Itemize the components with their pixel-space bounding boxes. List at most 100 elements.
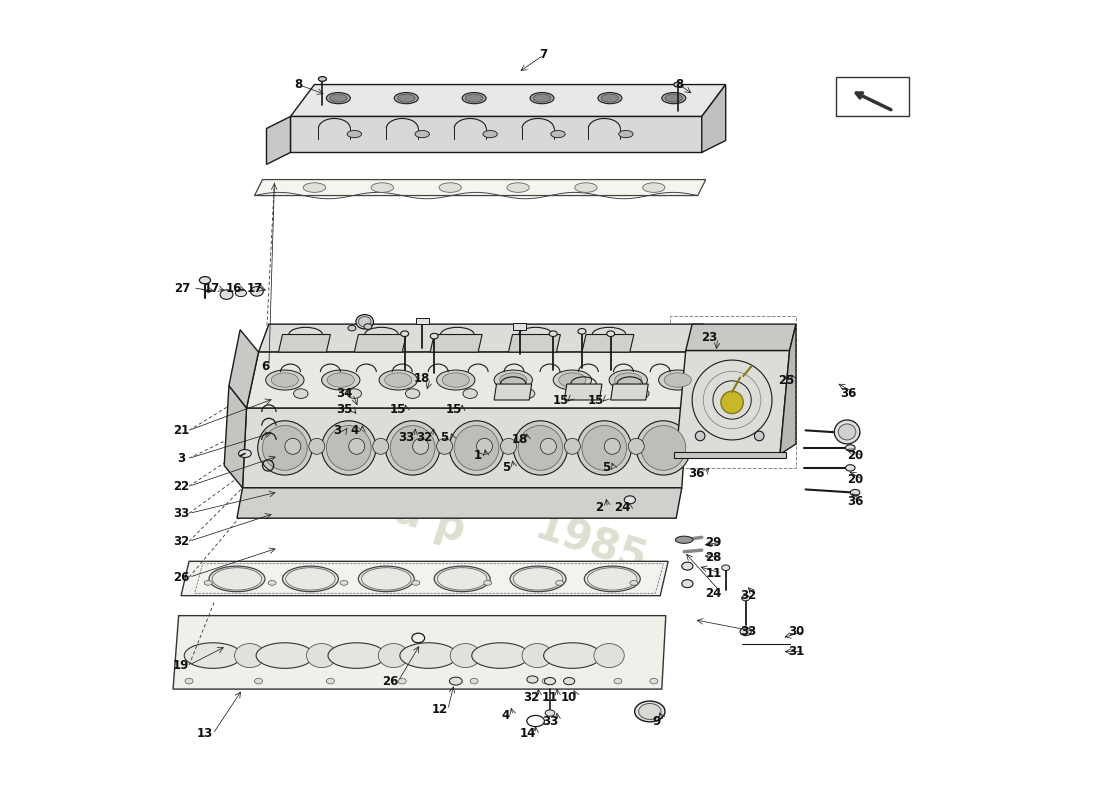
Ellipse shape — [846, 445, 855, 451]
Ellipse shape — [846, 465, 855, 471]
Ellipse shape — [321, 370, 360, 390]
Polygon shape — [416, 318, 429, 324]
Ellipse shape — [348, 130, 362, 138]
Text: 32: 32 — [522, 690, 539, 703]
Ellipse shape — [520, 389, 535, 398]
Polygon shape — [564, 384, 602, 400]
Ellipse shape — [411, 581, 420, 586]
Text: 15: 15 — [588, 394, 605, 406]
Ellipse shape — [483, 130, 497, 138]
Polygon shape — [236, 488, 682, 518]
Ellipse shape — [348, 389, 362, 398]
Ellipse shape — [415, 130, 429, 138]
Text: 26: 26 — [382, 674, 398, 688]
Ellipse shape — [359, 317, 371, 327]
Ellipse shape — [439, 182, 461, 192]
Ellipse shape — [850, 430, 860, 437]
Polygon shape — [242, 408, 688, 488]
Ellipse shape — [307, 643, 337, 667]
Polygon shape — [514, 323, 526, 330]
Polygon shape — [494, 384, 531, 400]
Ellipse shape — [390, 426, 435, 470]
Text: 35: 35 — [337, 403, 353, 416]
Ellipse shape — [256, 642, 314, 668]
Polygon shape — [254, 179, 706, 195]
Polygon shape — [780, 324, 796, 454]
Ellipse shape — [642, 182, 666, 192]
Ellipse shape — [530, 93, 554, 104]
Ellipse shape — [438, 568, 487, 590]
Text: 33: 33 — [173, 507, 189, 520]
Polygon shape — [173, 616, 666, 689]
Ellipse shape — [286, 568, 336, 590]
Ellipse shape — [199, 277, 210, 284]
Ellipse shape — [635, 701, 666, 722]
Ellipse shape — [542, 678, 550, 684]
Text: 16: 16 — [226, 282, 242, 294]
Text: 17: 17 — [248, 282, 263, 294]
Ellipse shape — [462, 93, 486, 104]
Ellipse shape — [437, 438, 452, 454]
Polygon shape — [610, 384, 648, 400]
Text: 5: 5 — [502, 462, 510, 474]
Text: 19: 19 — [173, 658, 189, 672]
Ellipse shape — [239, 450, 251, 458]
Ellipse shape — [266, 370, 304, 390]
Ellipse shape — [294, 389, 308, 398]
Ellipse shape — [578, 329, 586, 334]
Ellipse shape — [283, 566, 339, 592]
Text: 18: 18 — [414, 372, 430, 385]
Ellipse shape — [442, 373, 470, 387]
Ellipse shape — [662, 93, 685, 104]
Ellipse shape — [450, 677, 462, 685]
Ellipse shape — [378, 643, 408, 667]
Ellipse shape — [327, 678, 334, 684]
Ellipse shape — [235, 290, 246, 297]
Ellipse shape — [328, 642, 385, 668]
Ellipse shape — [272, 373, 298, 387]
Ellipse shape — [720, 391, 744, 414]
Text: 7: 7 — [539, 49, 548, 62]
Polygon shape — [508, 334, 560, 352]
Ellipse shape — [254, 678, 263, 684]
Ellipse shape — [604, 438, 620, 454]
Text: 4: 4 — [350, 424, 359, 437]
Polygon shape — [278, 334, 330, 352]
Ellipse shape — [546, 710, 554, 716]
Ellipse shape — [510, 566, 566, 592]
Ellipse shape — [373, 438, 388, 454]
Ellipse shape — [615, 373, 641, 387]
Polygon shape — [685, 324, 796, 350]
Ellipse shape — [834, 420, 860, 444]
Ellipse shape — [582, 426, 627, 470]
Ellipse shape — [587, 568, 637, 590]
Ellipse shape — [563, 678, 575, 685]
Ellipse shape — [534, 94, 551, 102]
Text: 25: 25 — [778, 374, 794, 386]
Ellipse shape — [556, 581, 563, 586]
Text: 14: 14 — [519, 727, 536, 740]
Ellipse shape — [601, 94, 618, 102]
Text: 24: 24 — [614, 502, 630, 514]
Text: 20: 20 — [847, 474, 864, 486]
Ellipse shape — [641, 426, 685, 470]
Ellipse shape — [741, 595, 750, 601]
Ellipse shape — [463, 389, 477, 398]
Ellipse shape — [356, 314, 374, 329]
Polygon shape — [674, 452, 785, 458]
Text: 26: 26 — [173, 570, 189, 584]
Text: 36: 36 — [688, 467, 704, 480]
Ellipse shape — [212, 568, 262, 590]
Ellipse shape — [551, 130, 565, 138]
Text: 11: 11 — [705, 566, 722, 580]
Polygon shape — [246, 352, 694, 408]
Ellipse shape — [263, 426, 307, 470]
Ellipse shape — [578, 421, 631, 475]
Ellipse shape — [379, 370, 417, 390]
Ellipse shape — [559, 373, 586, 387]
Text: 5: 5 — [440, 431, 449, 444]
Ellipse shape — [371, 182, 394, 192]
Ellipse shape — [400, 331, 408, 337]
Text: 32: 32 — [417, 431, 432, 444]
Ellipse shape — [268, 581, 276, 586]
